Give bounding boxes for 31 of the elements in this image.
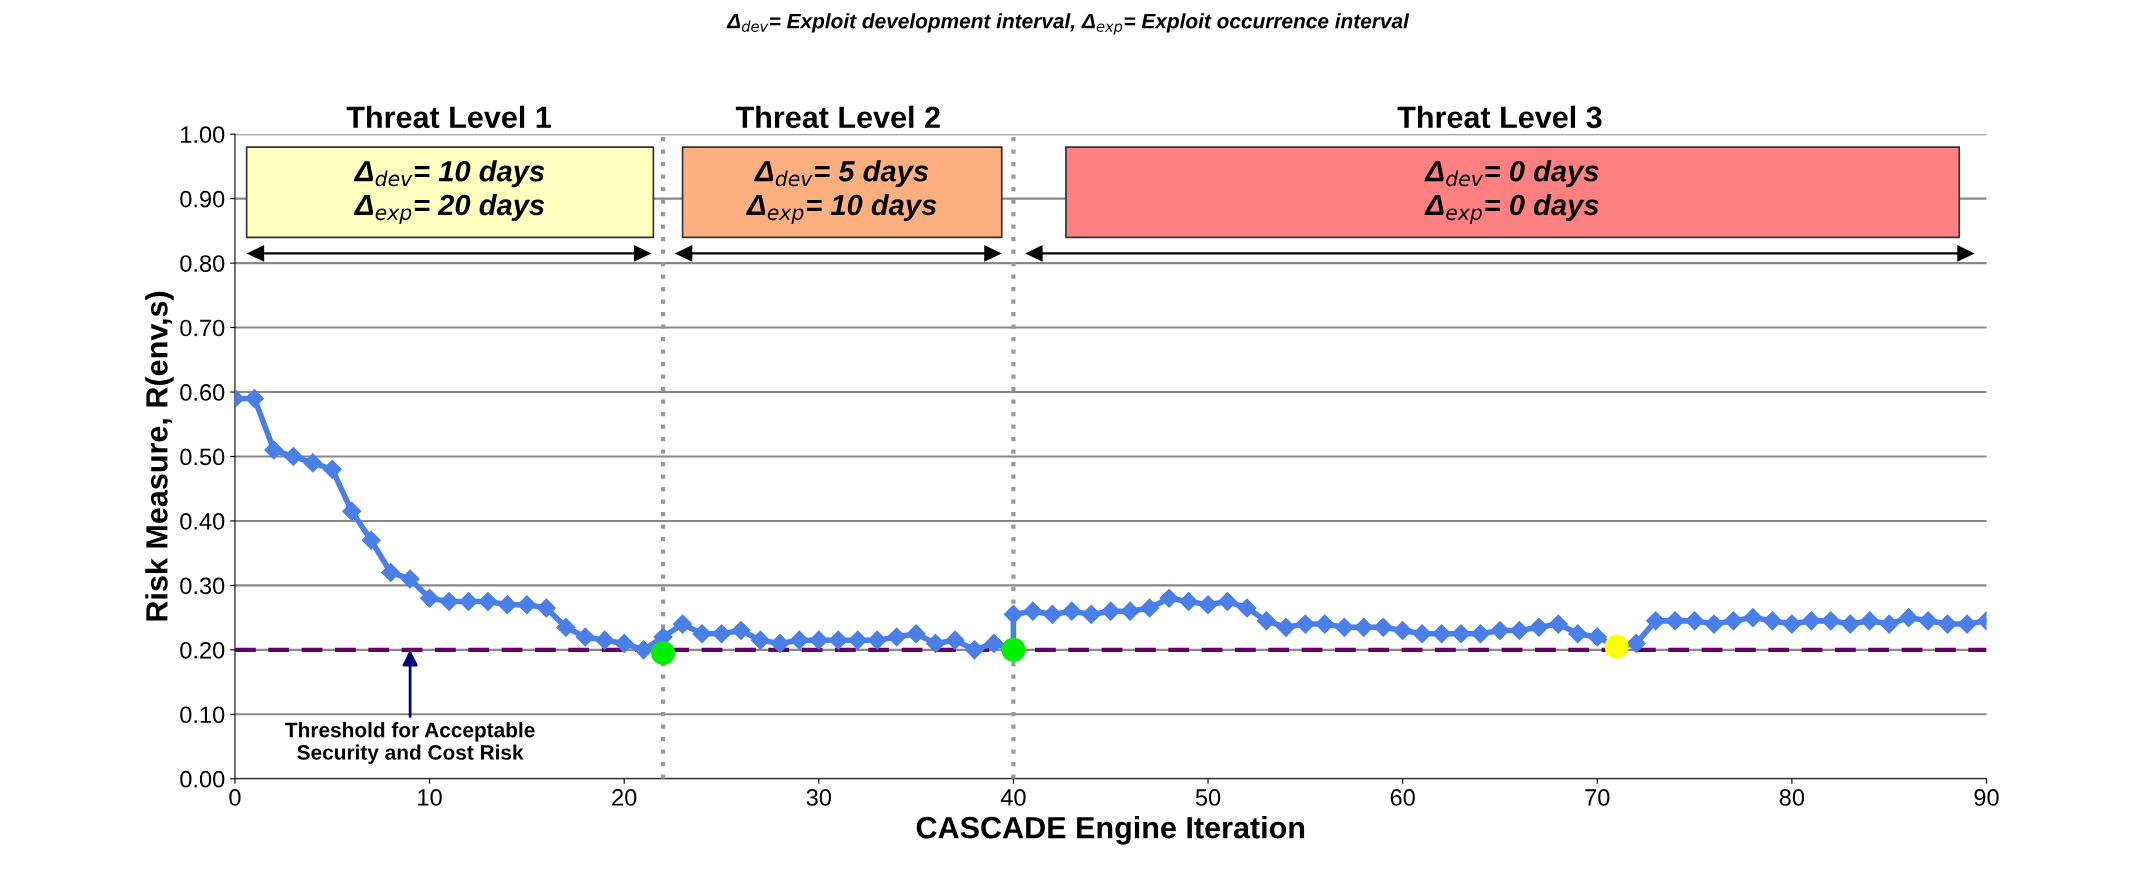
- text: Threat Level 1: [346, 105, 551, 129]
- x-tick-label: 90: [1974, 789, 1999, 806]
- x-tick-label: 60: [1390, 789, 1415, 806]
- x-tick-label: 10: [418, 789, 442, 806]
- y-tick-label: 1.00: [181, 126, 225, 143]
- x-tick-label: 50: [1195, 789, 1221, 806]
- y-axis-title: Risk Measure, R(env,s): [145, 291, 174, 621]
- x-tick-label: 70: [1585, 789, 1610, 806]
- ref-line-label: Threshold for Acceptable Security and Cost Risk: [285, 722, 535, 764]
- y-tick-label: 0.30: [180, 577, 225, 595]
- y-tick-label: 0.20: [180, 641, 225, 659]
- x-tick-label: 40: [1000, 789, 1026, 806]
- text: Threat Level 2: [735, 105, 940, 129]
- x-tick-label: 80: [1779, 789, 1805, 806]
- text: Δ$_{dev}$= 0 days Δ$_{exp}$= 0 days: [1424, 160, 1599, 225]
- y-tick-label: 0.00: [180, 770, 225, 788]
- y-tick-label: 0.90: [180, 190, 225, 208]
- x-tick-label: 0: [229, 789, 241, 806]
- y-tick-label: 0.60: [180, 384, 225, 401]
- x-tick-label: 20: [612, 789, 637, 806]
- text: Threat Level 3: [1397, 105, 1602, 129]
- text: Δ$_{dev}$= 5 days Δ$_{exp}$= 10 days: [746, 160, 937, 225]
- chart-title: Δ$_{dev}$= Exploit development interval, Δ$_{exp}$= Exploit occurrence interval: [726, 13, 1410, 35]
- y-tick-label: 0.10: [180, 706, 225, 724]
- text: Δ$_{dev}$= 10 days Δ$_{exp}$= 20 days: [353, 160, 545, 225]
- x-tick-label: 30: [806, 789, 832, 806]
- y-tick-label: 0.50: [180, 448, 225, 466]
- y-tick-label: 0.80: [180, 255, 225, 272]
- x-axis-title: CASCADE Engine Iteration: [916, 816, 1305, 845]
- y-tick-label: 0.70: [180, 319, 225, 337]
- y-tick-label: 0.40: [180, 513, 225, 530]
